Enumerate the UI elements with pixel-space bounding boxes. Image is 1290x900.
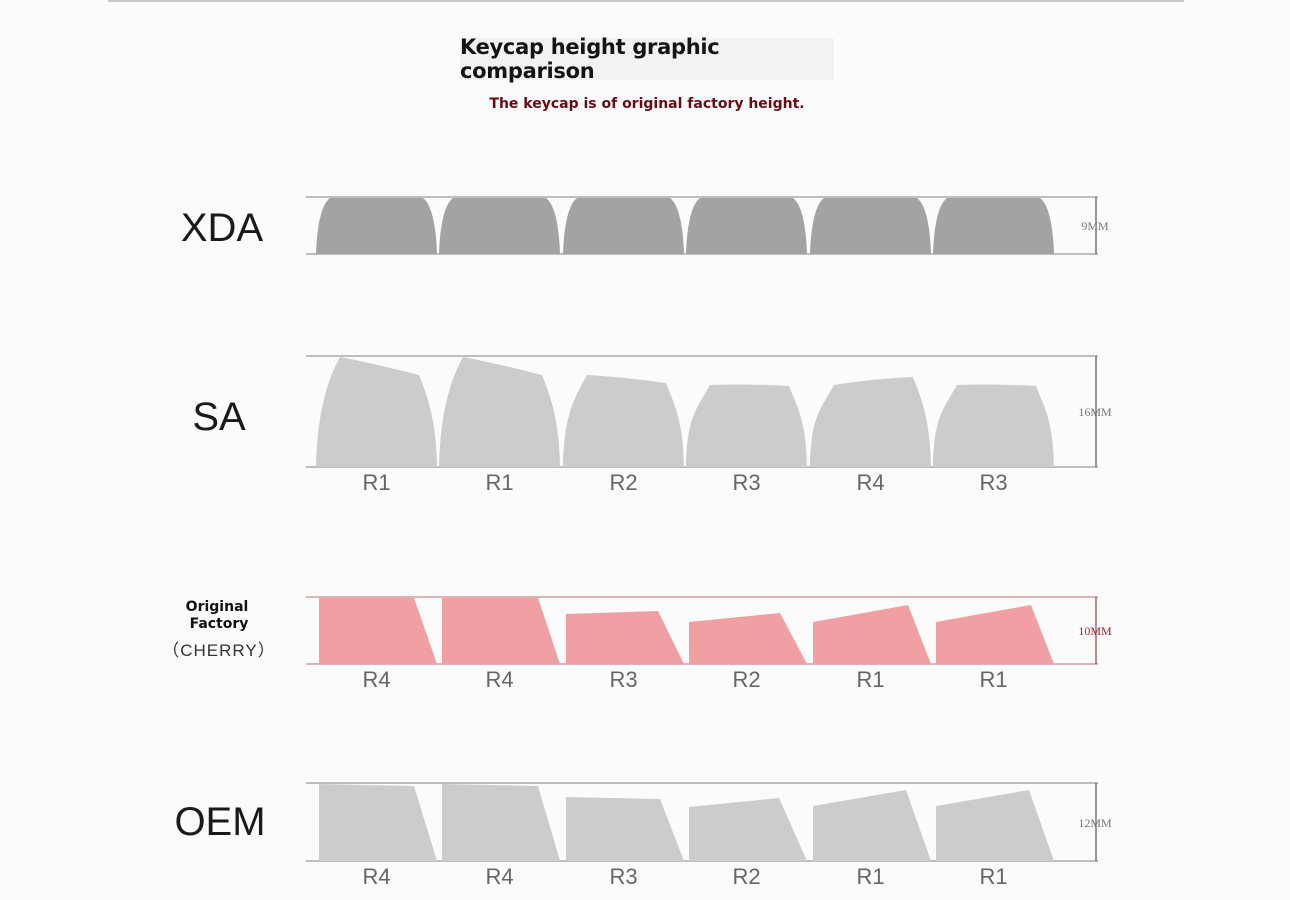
page-title: Keycap height graphic comparison [460,35,834,83]
keycaps-cherry [319,598,1054,664]
keycap-xda-2 [439,198,560,254]
keycap-xda-4 [686,198,807,254]
keycap-cherry-2 [442,598,560,664]
row-label: R4 [362,864,390,889]
profile-name-line-1: Original [186,599,249,615]
keycap-oem-1 [319,784,437,861]
profile-oem: OEM 12MM R4 R4 R3 R2 R1 R1 [174,782,1112,889]
row-label: R4 [856,470,884,495]
row-label: R1 [856,667,884,692]
profile-name-xda: XDA [181,206,264,250]
keycap-oem-4 [689,798,807,861]
keycaps-oem [319,784,1054,861]
top-divider [108,0,1184,2]
row-labels-sa: R1 R1 R2 R3 R4 R3 [362,470,1007,495]
row-label: R3 [979,470,1007,495]
row-label: R2 [732,667,760,692]
height-label-xda: 9MM [1081,219,1109,233]
keycap-xda-5 [810,198,931,254]
height-label-oem: 12MM [1078,816,1112,830]
row-label: R1 [856,864,884,889]
keycap-sa-6 [933,384,1054,467]
row-label: R1 [979,667,1007,692]
row-label: R2 [609,470,637,495]
row-label: R1 [362,470,390,495]
profile-sa: SA 16MM R1 R1 R2 R3 R4 R3 [192,355,1112,495]
keycap-sa-5 [810,377,931,467]
page-subtitle: The keycap is of original factory height… [489,96,805,112]
profile-cherry: Original Factory （CHERRY） 10MM R4 R4 R3 R2 R… [162,596,1112,692]
height-label-sa: 16MM [1078,405,1112,419]
keycap-cherry-5 [813,605,931,664]
row-label: R1 [979,864,1007,889]
keycap-cherry-3 [566,611,684,664]
keycap-cherry-6 [936,605,1054,664]
keycap-sa-1 [316,357,437,467]
keycaps-xda [316,198,1054,254]
keycap-oem-5 [813,790,931,861]
row-label: R3 [609,864,637,889]
keycap-xda-1 [316,198,437,254]
keycap-sa-3 [563,375,684,467]
row-label: R3 [609,667,637,692]
row-label: R4 [485,864,513,889]
row-label: R4 [485,667,513,692]
keycap-oem-6 [936,790,1054,861]
row-label: R4 [362,667,390,692]
keycap-cherry-4 [689,613,807,664]
row-label: R2 [732,864,760,889]
keycap-xda-3 [563,198,684,254]
profile-name-sa: SA [192,395,246,439]
profile-name-oem: OEM [174,800,265,844]
row-label: R3 [732,470,760,495]
keycap-oem-3 [566,797,684,861]
keycap-cherry-1 [319,598,437,664]
row-labels-oem: R4 R4 R3 R2 R1 R1 [362,864,1007,889]
keycap-xda-6 [933,198,1054,254]
row-labels-cherry: R4 R4 R3 R2 R1 R1 [362,667,1007,692]
keycap-sa-2 [439,357,560,467]
profile-xda: XDA 9MM [181,196,1109,255]
keycap-oem-2 [442,784,560,861]
profile-name-line-2: Factory [190,616,249,632]
row-label: R1 [485,470,513,495]
keycaps-sa [316,357,1054,467]
keycap-sa-4 [686,384,807,467]
height-label-cherry: 10MM [1078,624,1112,638]
profile-name-cherry: （CHERRY） [162,641,275,660]
